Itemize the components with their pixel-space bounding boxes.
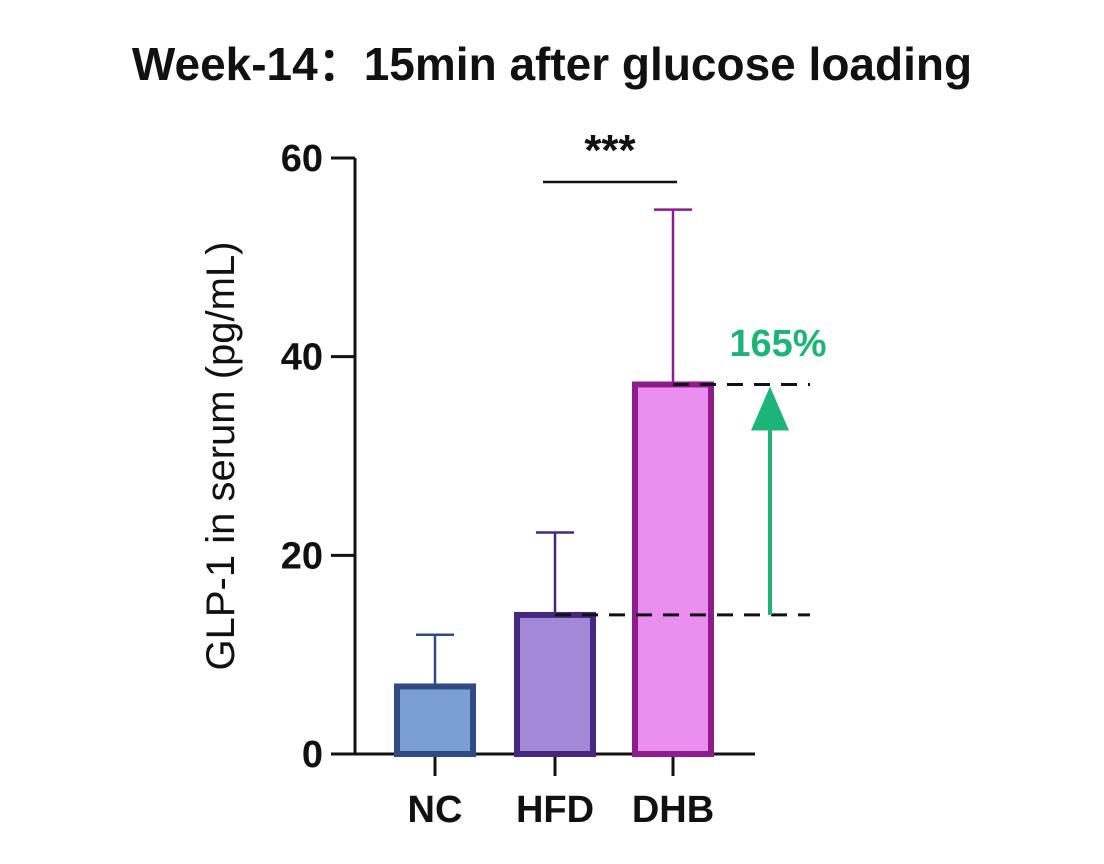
y-tick-label: 20 [281,535,323,577]
x-tick-label: DHB [632,789,714,831]
y-tick-label: 40 [281,337,323,379]
chart-title: Week-14：15min after glucose loading [131,38,973,90]
y-axis: 0 20 40 60 [281,138,357,776]
significance-annotation: *** [543,126,677,184]
x-tick-label: NC [408,789,463,831]
x-tick-label: HFD [516,789,594,831]
bar-nc [394,683,476,757]
y-axis-label: GLP-1 in serum (pg/mL) [199,241,243,670]
x-axis: NC HFD DHB [355,752,755,831]
significance-label: *** [584,126,636,175]
error-bars [416,208,692,687]
fold-change-annotation: 165% [555,323,827,617]
fold-change-label: 165% [729,323,826,365]
bar-dhb [632,381,714,757]
y-tick-label: 60 [281,138,323,180]
fold-change-arrow-head [751,386,789,431]
bar-hfd [514,611,596,758]
y-tick-label: 0 [302,734,323,776]
